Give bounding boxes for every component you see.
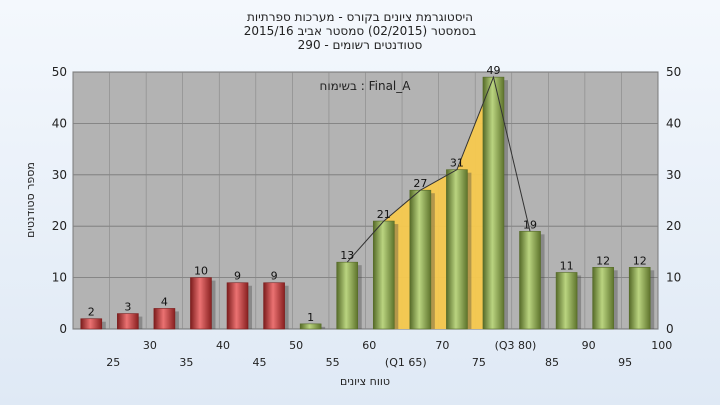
data-label: 2	[88, 306, 95, 319]
y-tick-label-left: 10	[52, 271, 67, 285]
data-label: 1	[307, 311, 314, 324]
bar	[409, 189, 432, 330]
chart-title-line-2: בסמסטר (02/2015) סמסטר אביב 2015/16	[244, 24, 476, 38]
data-label: 27	[413, 177, 427, 190]
bar	[482, 76, 505, 330]
bar	[226, 282, 249, 330]
bar	[299, 323, 322, 330]
bar	[555, 272, 578, 330]
bar	[592, 267, 614, 330]
data-label: 12	[596, 254, 610, 267]
data-label: 31	[450, 157, 464, 170]
x-tick-label: (Q3 80)	[495, 339, 537, 352]
data-label: 12	[633, 254, 647, 267]
x-tick-label: 75	[472, 356, 486, 369]
data-label: 13	[340, 249, 354, 262]
x-tick-label: (Q1 65)	[385, 356, 427, 369]
bar	[519, 231, 541, 330]
data-label: 3	[124, 301, 131, 314]
y-tick-label-right: 0	[666, 322, 674, 336]
y-axis-title: מספר סטודנטים	[24, 162, 37, 238]
x-axis-ticks: 25 30 35 40 45 50 55 60 (Q1 65) 70 75 (Q3 80) 85 90 95…	[106, 339, 672, 369]
x-tick-label: 40	[216, 339, 230, 352]
x-tick-label: 45	[253, 356, 267, 369]
y-tick-label-left: 20	[52, 219, 67, 233]
data-labels: 2 3 4 10 9 9 1 13 21 27 31 49 19 11 12 12	[88, 64, 647, 324]
chart-title-line-3: סטודנטים רשומים - 290	[298, 38, 423, 52]
data-label: 49	[486, 64, 500, 77]
x-tick-label: 60	[362, 339, 376, 352]
data-label: 9	[234, 270, 241, 283]
y-axis-left-ticks: 0 10 20 30 40 50	[52, 65, 67, 336]
y-tick-label-right: 20	[666, 219, 681, 233]
x-tick-label: 25	[106, 356, 120, 369]
y-tick-label-right: 10	[666, 271, 681, 285]
chart-annotation: בשימוח : Final_A	[320, 79, 412, 93]
x-tick-label: 85	[545, 356, 559, 369]
y-tick-label-right: 40	[666, 116, 681, 130]
data-label: 21	[377, 208, 391, 221]
chart-title-line-1: היסטוגרמת ציונים בקורס - מערכות ספרתיות	[247, 10, 473, 24]
bar	[628, 267, 651, 330]
x-tick-label: 35	[179, 356, 193, 369]
bar	[153, 308, 176, 330]
y-tick-label-left: 40	[52, 116, 67, 130]
bar	[446, 169, 468, 330]
bar	[336, 261, 359, 330]
bar	[117, 313, 139, 330]
y-tick-label-left: 50	[52, 65, 67, 79]
data-label: 9	[271, 270, 278, 283]
x-tick-label: 95	[618, 356, 632, 369]
bar	[263, 282, 285, 330]
data-label: 19	[523, 218, 537, 231]
trend-line	[346, 75, 531, 263]
x-tick-label: 90	[582, 339, 596, 352]
y-tick-label-left: 0	[59, 322, 67, 336]
data-label: 11	[560, 259, 574, 272]
quartile-highlight-area	[373, 77, 504, 329]
bar	[372, 220, 395, 330]
data-label: 4	[161, 295, 168, 308]
x-tick-label: 100	[651, 339, 672, 352]
y-tick-label-right: 50	[666, 65, 681, 79]
data-label: 10	[194, 265, 208, 278]
y-tick-label-right: 30	[666, 168, 681, 182]
x-tick-label: 50	[289, 339, 303, 352]
y-axis-right-ticks: 0 10 20 30 40 50	[666, 65, 681, 336]
x-tick-label: 55	[326, 356, 340, 369]
bar	[80, 318, 103, 330]
bars	[80, 76, 655, 330]
x-axis-title: טווח ציונים	[340, 375, 390, 388]
x-tick-label: 70	[435, 339, 449, 352]
x-tick-label: 30	[143, 339, 157, 352]
bar	[190, 277, 212, 330]
y-tick-label-left: 30	[52, 168, 67, 182]
